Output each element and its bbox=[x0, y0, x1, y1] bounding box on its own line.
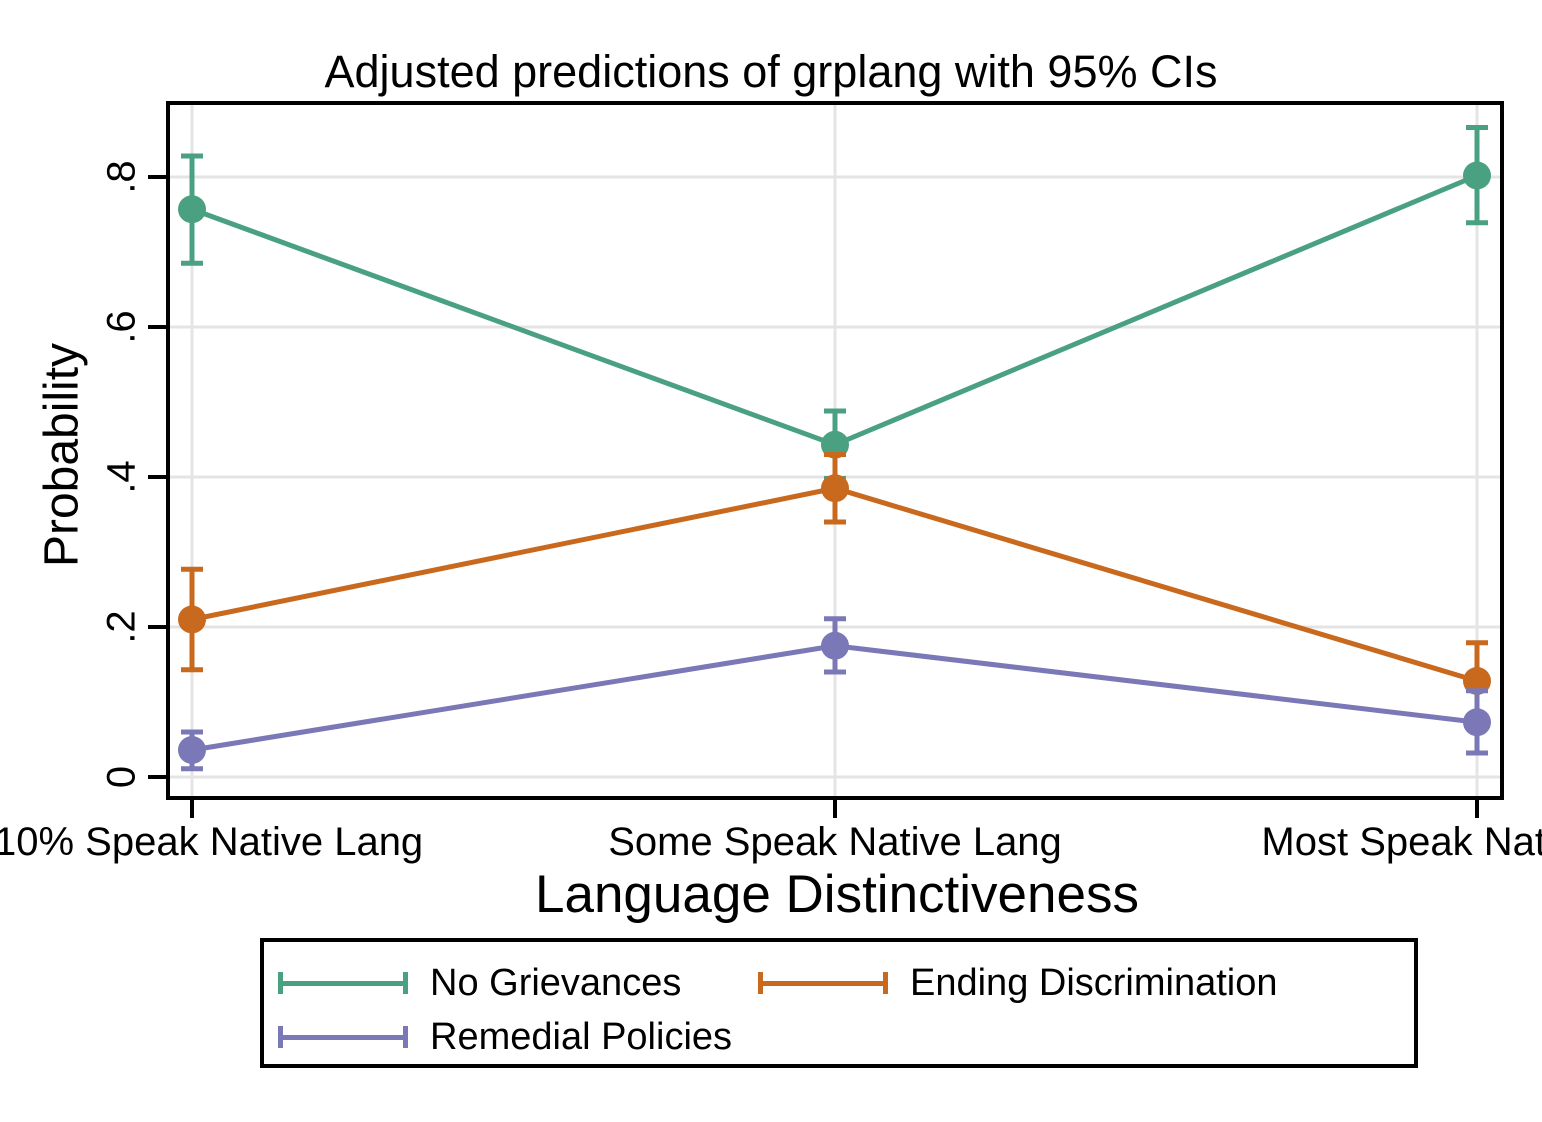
x-tick-label: Some Speak Native Lang bbox=[608, 820, 1062, 864]
data-point-marker bbox=[821, 430, 849, 459]
legend-label: Ending Discrimination bbox=[910, 961, 1278, 1004]
y-tick-label: .8 bbox=[99, 160, 144, 194]
y-tick-label: 0 bbox=[99, 765, 144, 789]
legend-label: Remedial Policies bbox=[430, 1015, 733, 1058]
data-point-marker bbox=[1463, 161, 1491, 190]
data-point-marker bbox=[178, 736, 206, 764]
legend-entry: No Grievances bbox=[278, 962, 681, 1004]
legend-label: No Grievances bbox=[430, 961, 682, 1004]
legend-entry: Ending Discrimination bbox=[758, 962, 1278, 1004]
data-point-marker bbox=[1463, 667, 1491, 695]
y-tick-label: .4 bbox=[99, 460, 144, 494]
chart-title: Adjusted predictions of grplang with 95%… bbox=[324, 46, 1218, 97]
x-tick-label: Most Speak Nat bbox=[1261, 820, 1542, 864]
x-axis-title: Language Distinctiveness bbox=[535, 865, 1139, 924]
legend-entry: Remedial Policies bbox=[278, 1016, 732, 1058]
data-point-marker bbox=[1463, 708, 1491, 737]
y-tick-label: .2 bbox=[99, 610, 144, 644]
error-bar-symbol-icon bbox=[278, 972, 408, 994]
data-point-marker bbox=[178, 195, 206, 224]
error-bar-symbol-icon bbox=[758, 972, 888, 994]
error-bar-symbol-icon bbox=[278, 1026, 408, 1048]
legend: No Grievances Ending Discrimination Reme… bbox=[260, 938, 1418, 1068]
data-point-marker bbox=[821, 474, 849, 503]
y-tick-label: .6 bbox=[99, 310, 144, 344]
x-tick-label: 10% Speak Native Lang bbox=[0, 820, 424, 864]
data-point-marker bbox=[821, 631, 849, 660]
data-point-marker bbox=[178, 605, 206, 634]
